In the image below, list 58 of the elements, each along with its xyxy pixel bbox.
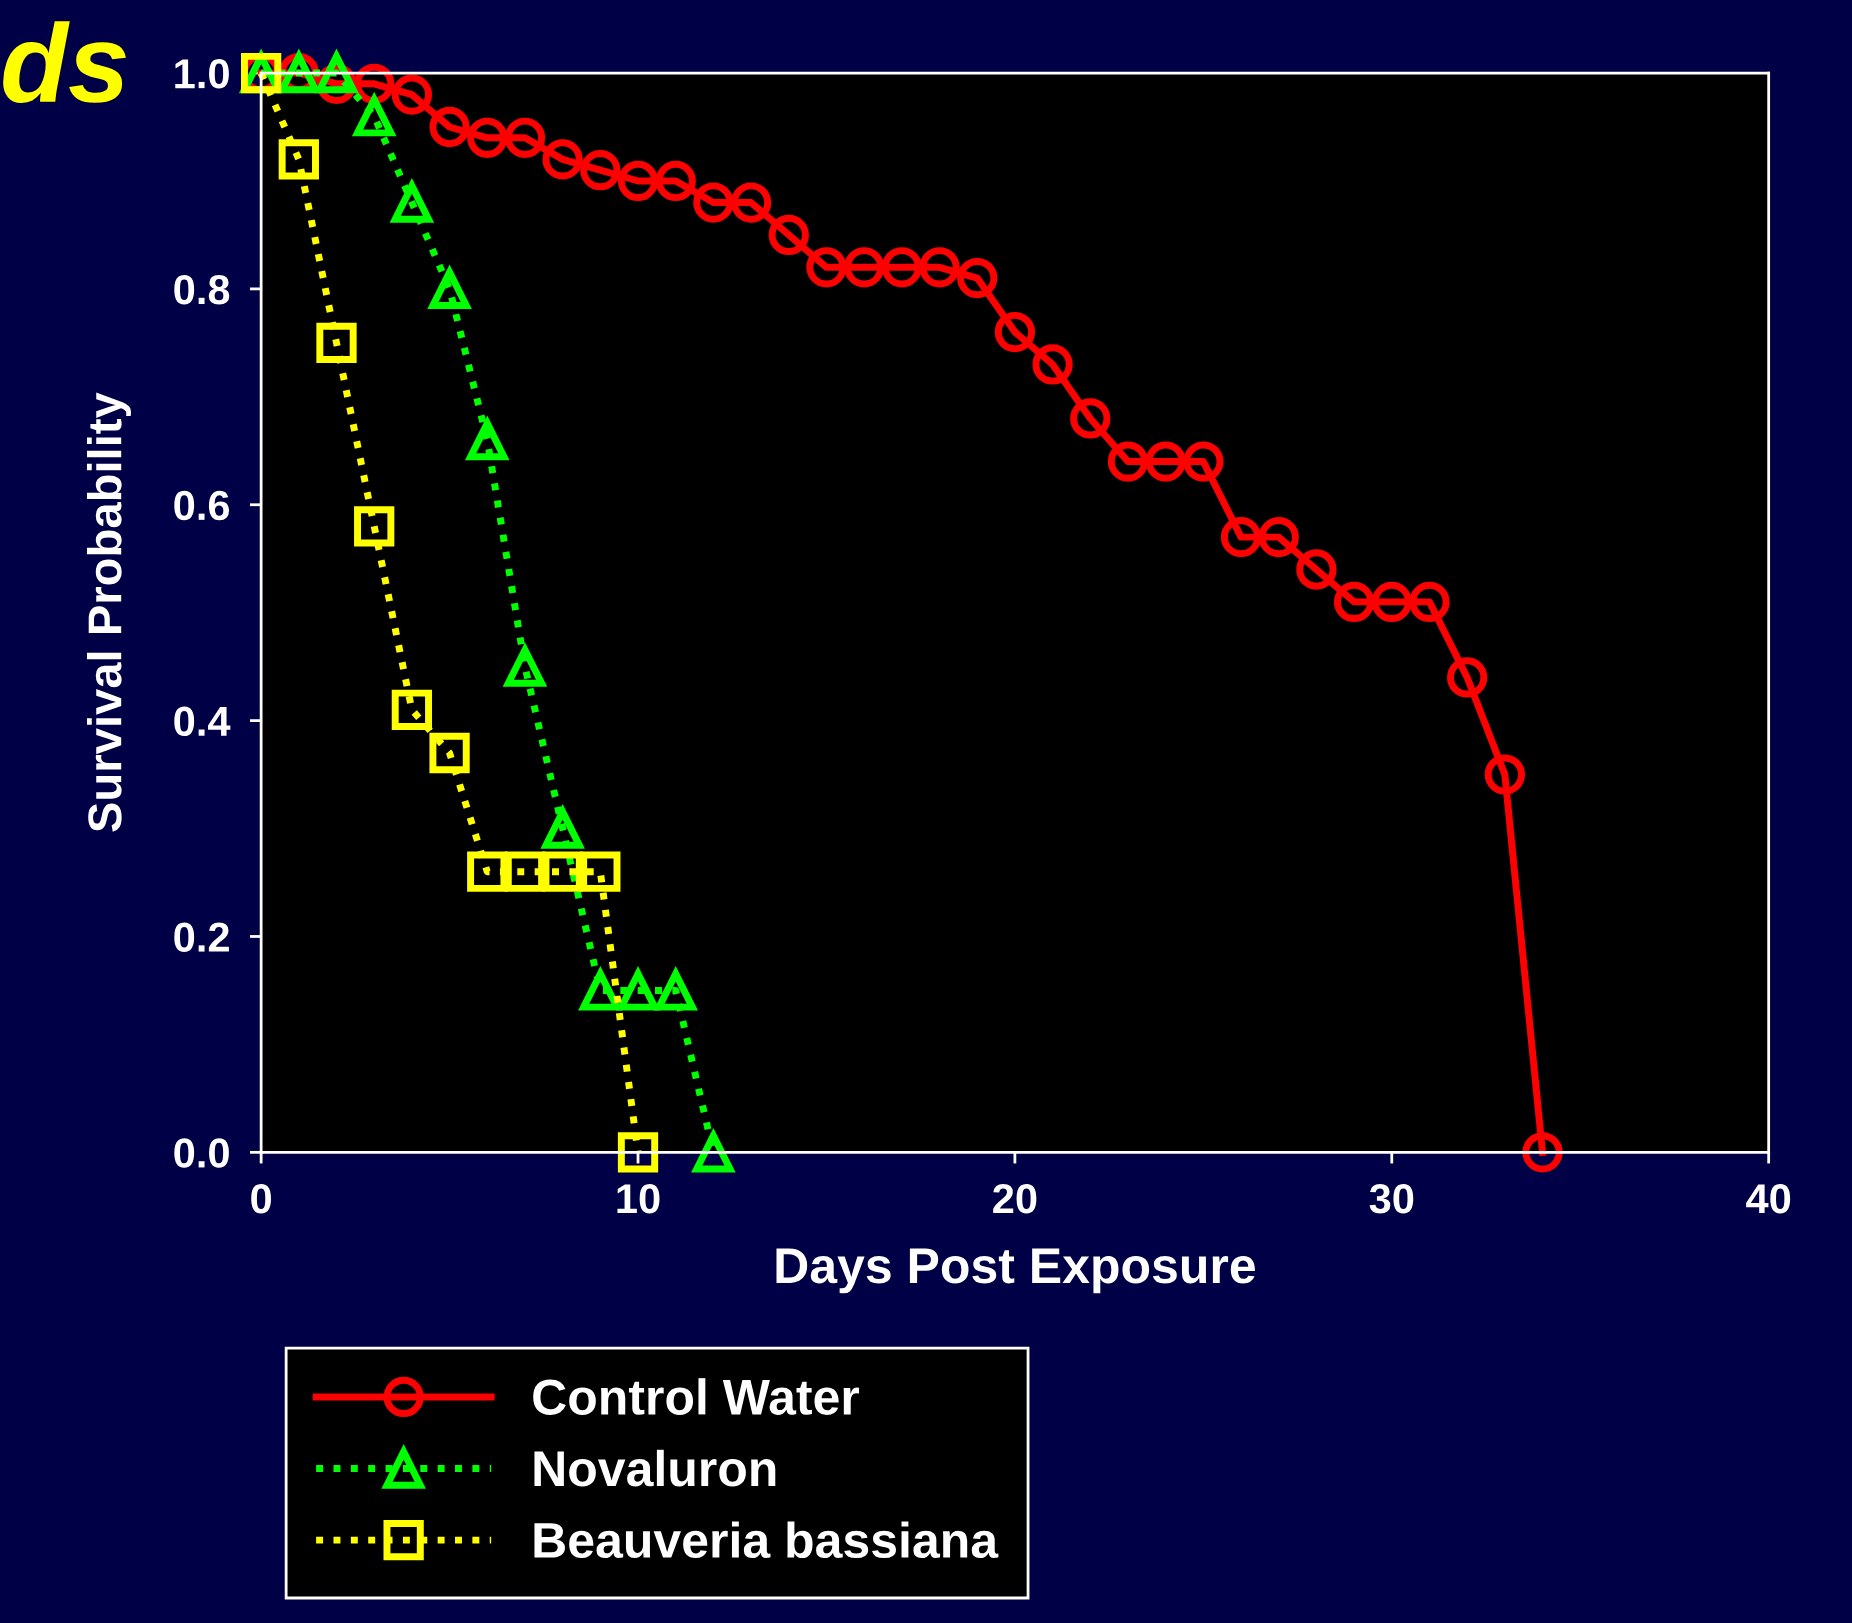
point [580, 851, 621, 892]
point [768, 214, 809, 256]
point [881, 247, 922, 288]
point [278, 139, 319, 180]
point [806, 247, 847, 288]
point [467, 117, 508, 158]
y-tick-label: 0.4 [174, 706, 231, 737]
chart-title: ds [3, 21, 126, 103]
point [844, 247, 885, 288]
y-tick-label: 0.6 [174, 490, 230, 521]
point [617, 1132, 659, 1173]
point [1220, 517, 1262, 558]
point [504, 117, 546, 158]
x-tick-label: 0 [251, 1183, 272, 1214]
point [391, 689, 433, 730]
y-tick-label: 0.2 [174, 922, 229, 952]
y-tick-label: 0.8 [174, 274, 230, 305]
point [1522, 1132, 1563, 1173]
point [1409, 581, 1450, 623]
point [1032, 344, 1073, 385]
point [542, 139, 583, 180]
y-tick-label: 1.0 [175, 59, 229, 89]
point [730, 182, 772, 223]
point [1183, 441, 1224, 482]
point [580, 150, 621, 191]
point [1145, 441, 1186, 482]
point [1070, 398, 1111, 439]
x-tick-label: 30 [1369, 1183, 1414, 1214]
point [994, 311, 1036, 353]
x-tick-label: 40 [1746, 1183, 1791, 1214]
point [354, 63, 395, 104]
point [1107, 441, 1149, 482]
point [1447, 657, 1488, 698]
point [1296, 549, 1337, 590]
point [354, 506, 395, 547]
legend-label: Beauveria bassiana [534, 1521, 999, 1559]
point [429, 106, 470, 148]
y-tick-label: 0.0 [174, 1138, 229, 1168]
x-tick-label: 10 [617, 1183, 660, 1214]
point [1371, 581, 1412, 623]
point [467, 851, 508, 892]
x-tick-label: 20 [993, 1183, 1037, 1214]
y-axis-title: Survival Probability [86, 392, 131, 832]
legend-label: Control Water [533, 1378, 860, 1415]
point [617, 160, 659, 202]
point [655, 160, 696, 202]
point [693, 182, 734, 223]
point [1484, 754, 1525, 795]
point [542, 851, 583, 892]
legend-label: Novaluron [534, 1449, 776, 1487]
point [957, 257, 998, 299]
x-axis-title: Days Post Exposure [776, 1248, 1255, 1294]
point [391, 74, 433, 115]
point [429, 732, 470, 774]
point [316, 322, 357, 363]
point [1333, 581, 1375, 623]
point [919, 247, 960, 288]
point [1258, 517, 1299, 558]
